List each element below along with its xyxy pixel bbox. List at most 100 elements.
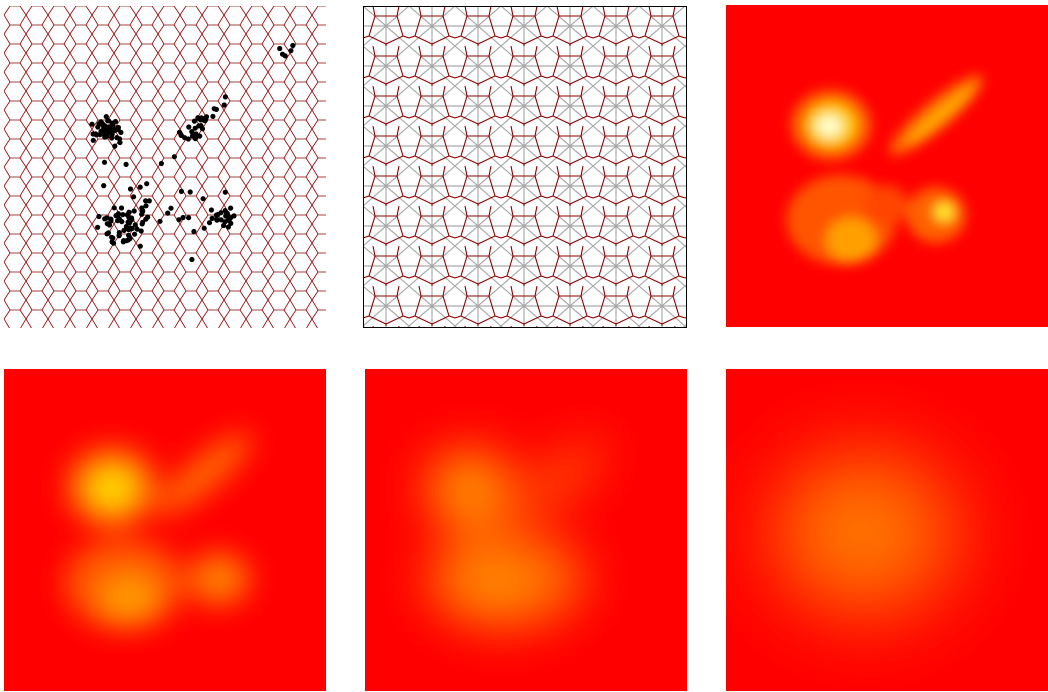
density-blur-high-panel	[726, 369, 1048, 691]
data-point	[139, 221, 145, 227]
data-point	[101, 183, 107, 189]
data-point	[118, 205, 125, 211]
data-point	[131, 194, 137, 200]
density-blur-medium-svg	[365, 369, 687, 691]
data-point	[116, 232, 122, 239]
density-background	[4, 369, 326, 691]
data-point	[209, 215, 215, 221]
data-point	[104, 125, 110, 131]
data-point	[189, 256, 195, 263]
data-point	[165, 210, 171, 216]
data-point	[210, 113, 216, 119]
data-point	[100, 123, 106, 129]
voronoi-points-panel	[4, 6, 326, 328]
data-point	[191, 118, 197, 124]
data-point	[178, 188, 184, 194]
data-point	[199, 126, 206, 132]
data-points	[89, 42, 296, 263]
data-point	[123, 161, 129, 167]
data-point	[206, 220, 213, 226]
data-point	[104, 132, 110, 138]
data-point	[196, 116, 202, 122]
data-point	[100, 127, 106, 133]
data-point	[193, 131, 199, 137]
density-blobs	[425, 441, 604, 629]
density-background	[726, 5, 1048, 327]
data-point	[211, 106, 217, 112]
density-sharp-panel	[726, 5, 1048, 327]
data-point	[186, 215, 192, 221]
data-point	[228, 205, 234, 211]
data-point	[113, 213, 119, 219]
data-point	[132, 222, 138, 228]
data-point	[185, 136, 191, 142]
data-point	[139, 205, 145, 211]
data-point	[277, 45, 283, 52]
density-blur-low-panel	[4, 369, 326, 691]
data-point	[124, 212, 130, 218]
data-point	[176, 217, 182, 223]
data-point	[208, 207, 214, 213]
data-point	[222, 94, 228, 100]
data-point	[218, 217, 224, 223]
voronoi-cells	[4, 6, 326, 328]
data-point	[96, 213, 102, 220]
data-point	[282, 53, 288, 59]
density-blobs	[64, 433, 252, 629]
density-blobs	[771, 449, 961, 619]
data-point	[168, 205, 174, 211]
data-point	[137, 184, 143, 190]
data-point	[137, 243, 143, 249]
voronoi-edges	[364, 7, 686, 327]
data-point	[90, 137, 96, 143]
data-point	[106, 222, 113, 228]
data-point	[171, 154, 177, 160]
data-point	[116, 136, 123, 142]
data-point	[98, 119, 104, 125]
density-blur-high-svg	[726, 369, 1048, 691]
data-point	[180, 214, 186, 221]
data-point	[101, 159, 108, 165]
data-point	[110, 240, 117, 246]
data-point	[145, 214, 151, 220]
data-point	[111, 205, 117, 211]
data-point	[127, 225, 134, 231]
voronoi-delaunay-panel	[363, 6, 687, 328]
panel-border	[363, 6, 687, 328]
data-point	[222, 189, 228, 195]
data-point	[131, 208, 137, 214]
data-point	[178, 132, 184, 138]
data-point	[95, 224, 101, 230]
density-background	[365, 369, 687, 691]
data-point	[157, 218, 163, 224]
data-point	[105, 230, 111, 236]
data-point	[196, 123, 202, 129]
data-point	[189, 129, 195, 135]
data-point	[126, 232, 132, 238]
data-point	[227, 215, 234, 221]
data-point	[108, 216, 114, 222]
data-point	[144, 181, 150, 187]
data-point	[132, 231, 138, 237]
data-point	[120, 212, 126, 218]
density-blur-low-svg	[4, 369, 326, 691]
data-point	[103, 114, 109, 120]
data-point	[115, 124, 121, 131]
data-point	[90, 131, 96, 137]
voronoi-points-svg	[4, 6, 326, 328]
density-blur-medium-panel	[365, 369, 687, 691]
data-point	[112, 143, 118, 149]
density-sharp-svg	[726, 5, 1048, 327]
data-point	[138, 228, 144, 234]
data-point	[214, 216, 220, 222]
density-blobs	[786, 74, 983, 265]
data-point	[186, 124, 192, 130]
data-point	[288, 48, 294, 54]
data-point	[116, 216, 122, 222]
data-point	[120, 239, 126, 245]
data-point	[215, 211, 221, 218]
data-point	[89, 121, 95, 127]
data-point	[121, 227, 127, 233]
data-point	[223, 211, 229, 217]
data-point	[201, 225, 207, 231]
